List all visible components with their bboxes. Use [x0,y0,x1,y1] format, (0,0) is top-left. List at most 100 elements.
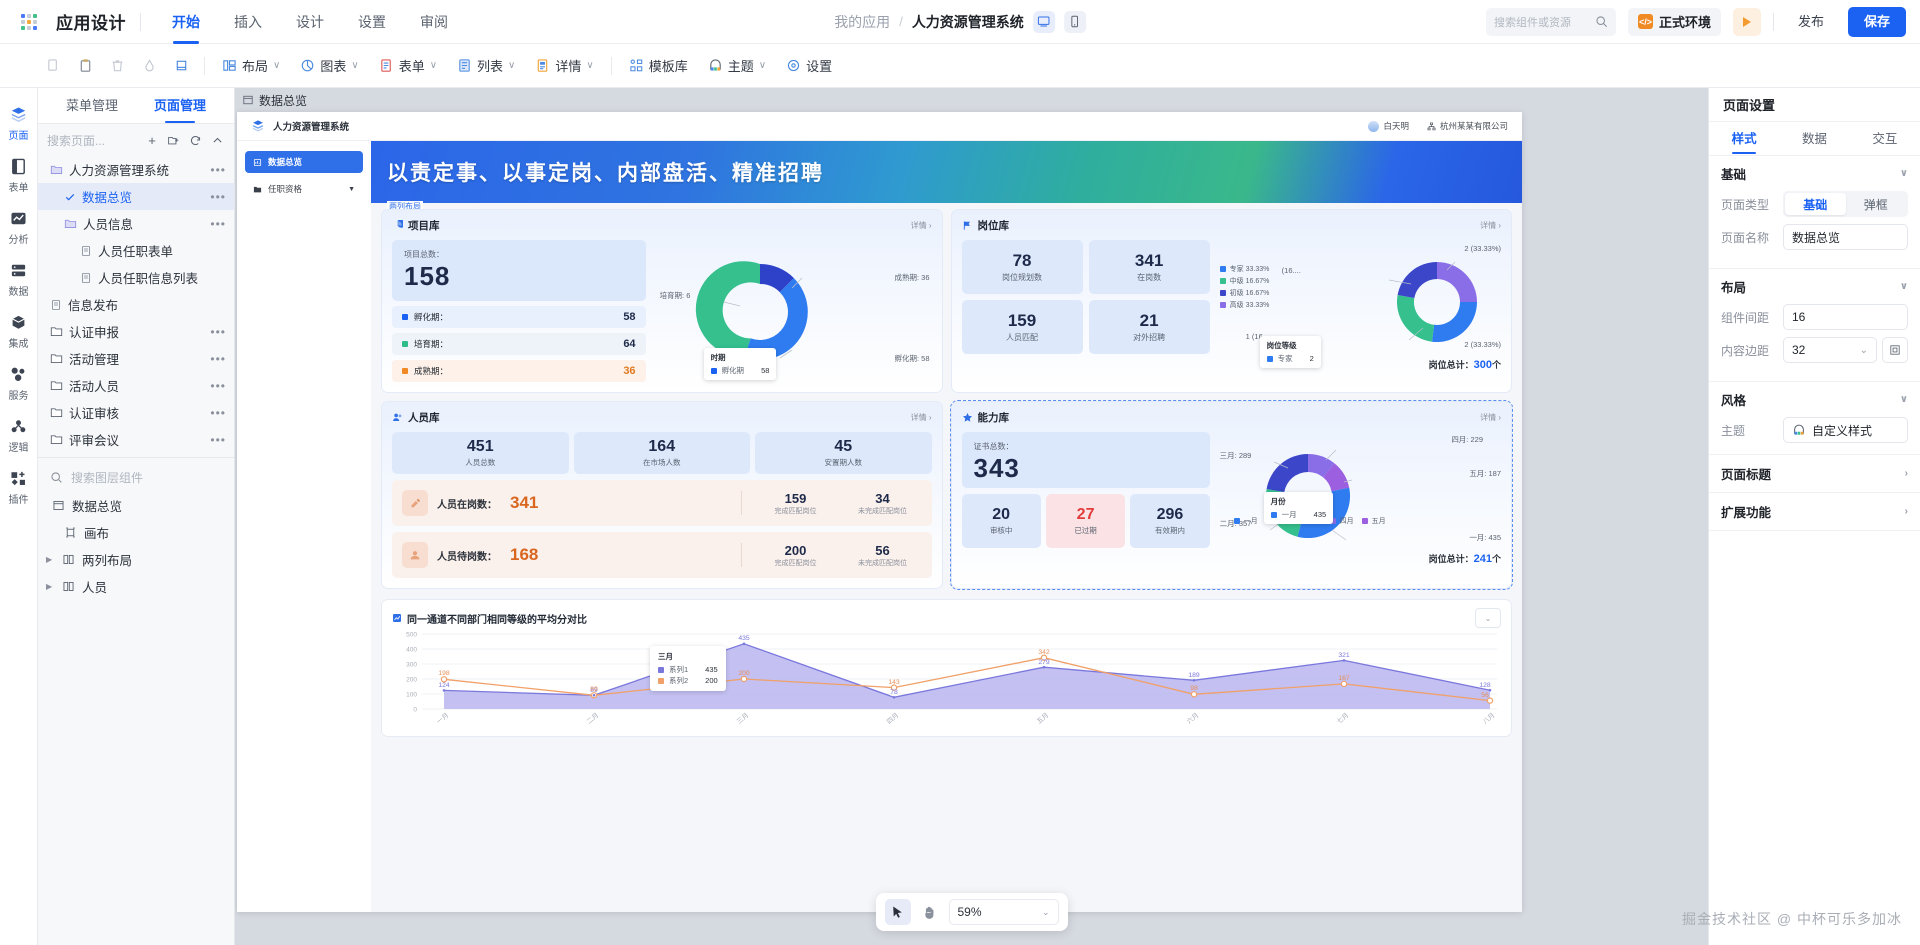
tree-item-cert-review[interactable]: 认证审核 ••• [38,399,234,426]
tree-more-icon[interactable]: ••• [210,351,226,366]
tree-item-data-overview[interactable]: 数据总览 ••• [38,183,234,210]
add-page-icon[interactable]: + [148,132,156,148]
card-personnel-library[interactable]: 人员库 详情 › 451 人员总数 164 [381,401,943,589]
card-detail-link[interactable]: 详情 › [1480,221,1501,230]
design-canvas[interactable]: 数据总览 人力资源管理系统 白天明 杭州某某有限公司 [235,88,1708,945]
tree-more-icon[interactable]: ••• [210,432,226,447]
toolbar-list[interactable]: 列表 ∨ [448,51,524,81]
delete-icon[interactable] [102,51,132,81]
apps-grid-icon[interactable] [12,13,46,30]
page-search-input[interactable]: 搜索页面... [47,133,106,148]
tab-data[interactable]: 数据 [1801,131,1827,146]
page-type-option-basic[interactable]: 基础 [1785,193,1846,215]
tree-item-activity-manage[interactable]: 活动管理 ••• [38,345,234,372]
project-donut-chart[interactable]: 培育期: 6 成熟期: 36 孵化期: 58 [656,240,932,382]
tree-more-icon[interactable]: ••• [210,216,226,231]
environment-selector[interactable]: </> 正式环境 [1627,7,1721,36]
run-button[interactable] [1732,7,1761,36]
layer-item-data-overview[interactable]: 数据总览 [38,492,234,519]
toolbar-chart[interactable]: 图表 ∨ [291,51,367,81]
preview-company[interactable]: 杭州某某有限公司 [1427,120,1508,132]
section-layout-header[interactable]: 布局 ∨ [1721,277,1908,296]
chart-filter-select[interactable]: ⌄ [1475,608,1501,628]
toolbar-form[interactable]: 表单 ∨ [370,51,446,81]
publish-button[interactable]: 发布 [1797,13,1824,29]
desktop-preview-icon[interactable] [1032,10,1055,33]
content-padding-input[interactable]: 32 ⌄ [1783,337,1877,363]
rail-item-analytics[interactable]: 分析 [0,202,38,252]
layers-search-input[interactable]: 搜索图层组件 [71,470,144,485]
tree-more-icon[interactable]: ••• [210,405,226,420]
menu-item-insert[interactable]: 插入 [234,13,262,30]
card-position-library[interactable]: 岗位库 详情 › 78 岗位规划数 [950,209,1512,393]
tab-menu-management[interactable]: 菜单管理 [65,97,118,113]
rail-item-logic[interactable]: 逻辑 [0,410,38,460]
select-tool-button[interactable] [884,899,911,925]
menu-item-design[interactable]: 设计 [296,13,324,30]
zoom-level-select[interactable]: 59% ⌄ [948,899,1059,925]
tree-item-employment-form[interactable]: 人员任职表单 [38,237,234,264]
position-donut-chart[interactable]: 专家 33.33% 中级 16.67% 初级 16.67% 高级 33.33% … [1219,240,1501,368]
layer-item-personnel[interactable]: ▶ 人员 [38,573,234,600]
card-capability-library[interactable]: 能力库 详情 › 证书总数： 343 [949,400,1513,590]
canvas-page-tab[interactable]: 数据总览 [235,88,307,112]
collapse-all-icon[interactable] [211,134,225,147]
rail-item-pages[interactable]: 页面 [0,98,38,148]
component-gap-input[interactable]: 16 [1783,304,1908,330]
section-basic-header[interactable]: 基础 ∨ [1721,164,1908,183]
tab-page-management[interactable]: 页面管理 [154,88,206,124]
tree-item-review-meeting[interactable]: 评审会议 ••• [38,426,234,453]
menu-item-review[interactable]: 审阅 [420,13,448,30]
chevron-right-icon[interactable]: ▶ [46,582,53,591]
preview-nav-qualification[interactable]: 任职资格 ▼ [245,178,363,200]
card-detail-link[interactable]: 详情 › [910,221,932,230]
card-project-library[interactable]: 项目库 详情 › 项目总数： 158 [381,209,943,393]
theme-select[interactable]: 自定义样式 [1783,417,1908,443]
card-score-comparison-chart[interactable]: 同一通道不同部门相同等级的平均分对比 ⌄ [381,599,1512,737]
tree-item-employment-list[interactable]: 人员任职信息列表 [38,264,234,291]
rail-item-data[interactable]: 数据 [0,254,38,304]
search-input[interactable]: 搜索组件或资源 [1485,7,1616,36]
tree-item-cert-apply[interactable]: 认证申报 ••• [38,318,234,345]
tree-more-icon[interactable]: ••• [210,162,226,177]
clear-style-icon[interactable] [166,51,196,81]
add-folder-icon[interactable] [167,134,181,147]
artboard[interactable]: 人力资源管理系统 白天明 杭州某某有限公司 数据总览 [237,112,1522,912]
copy-icon[interactable] [38,51,68,81]
preview-nav-data-overview[interactable]: 数据总览 [245,151,363,173]
tree-more-icon[interactable]: ••• [210,378,226,393]
section-extensions[interactable]: 扩展功能 › [1709,493,1920,531]
hand-tool-button[interactable] [917,899,943,925]
layer-item-canvas[interactable]: 画布 [38,519,234,546]
card-detail-link[interactable]: 详情 › [910,413,932,422]
breadcrumb-root[interactable]: 我的应用 [834,13,891,30]
layer-item-two-column[interactable]: ▶ 两列布局 [38,546,234,573]
tree-more-icon[interactable]: ••• [210,189,226,204]
chevron-right-icon[interactable]: ▶ [46,555,53,564]
tab-style[interactable]: 样式 [1732,122,1757,156]
menu-item-start[interactable]: 开始 [155,0,217,44]
rail-item-plugin[interactable]: 插件 [0,462,38,512]
format-paint-icon[interactable] [134,51,164,81]
page-name-input[interactable]: 数据总览 [1783,224,1908,250]
tab-interaction[interactable]: 交互 [1872,131,1898,146]
tree-more-icon[interactable]: ••• [210,324,226,339]
tree-item-personnel-info[interactable]: 人员信息 ••• [38,210,234,237]
chart-plot-area[interactable]: 500 400 300 200 100 0 [392,628,1501,732]
tree-item-activity-people[interactable]: 活动人员 ••• [38,372,234,399]
page-type-option-modal[interactable]: 弹框 [1863,197,1888,212]
paste-icon[interactable] [70,51,100,81]
toolbar-layout[interactable]: 布局 ∨ [213,51,289,81]
tree-item-info-publish[interactable]: 信息发布 [38,291,234,318]
toolbar-detail[interactable]: 详情 ∨ [526,51,602,81]
toolbar-template-library[interactable]: 模板库 [620,51,697,81]
tree-item-hr-system[interactable]: 人力资源管理系统 ••• [38,156,234,183]
refresh-icon[interactable] [189,134,203,147]
preview-user[interactable]: 白天明 [1368,120,1409,132]
padding-expand-button[interactable] [1882,337,1908,363]
card-detail-link[interactable]: 详情 › [1480,413,1501,422]
menu-item-settings[interactable]: 设置 [358,13,386,30]
section-page-title[interactable]: 页面标题 › [1709,455,1920,493]
section-style-header[interactable]: 风格 ∨ [1721,390,1908,409]
rail-item-integration[interactable]: 集成 [0,306,38,356]
